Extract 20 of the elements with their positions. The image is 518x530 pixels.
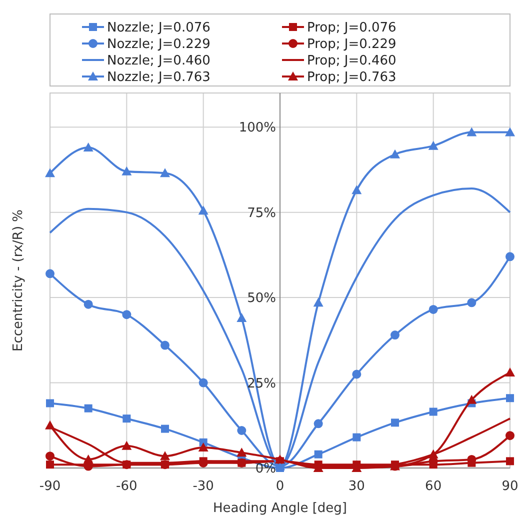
x-tick-label: 60 <box>425 479 442 494</box>
legend-label: Nozzle; J=0.763 <box>107 70 210 86</box>
y-tick-label: 50% <box>247 291 276 306</box>
legend-label: Prop; J=0.460 <box>307 54 396 69</box>
x-tick-label: -90 <box>39 479 61 494</box>
legend-label: Nozzle; J=0.076 <box>107 20 210 36</box>
legend-label: Nozzle; J=0.460 <box>107 54 210 69</box>
legend-label: Prop; J=0.076 <box>307 20 396 36</box>
y-axis-title: Eccentricity - (rx/R) % <box>11 209 26 352</box>
x-tick-label: 30 <box>348 479 365 494</box>
x-axis-title: Heading Angle [deg] <box>213 501 347 516</box>
legend-label: Prop; J=0.763 <box>307 70 396 86</box>
legend-label: Nozzle; J=0.229 <box>107 37 210 52</box>
y-tick-label: 75% <box>247 206 276 221</box>
x-tick-label: 0 <box>276 479 284 494</box>
y-tick-label: 100% <box>238 120 276 136</box>
x-tick-label: 90 <box>502 479 518 494</box>
x-tick-label: -60 <box>116 479 138 494</box>
legend-label: Prop; J=0.229 <box>307 37 396 52</box>
x-tick-label: -30 <box>192 479 214 494</box>
